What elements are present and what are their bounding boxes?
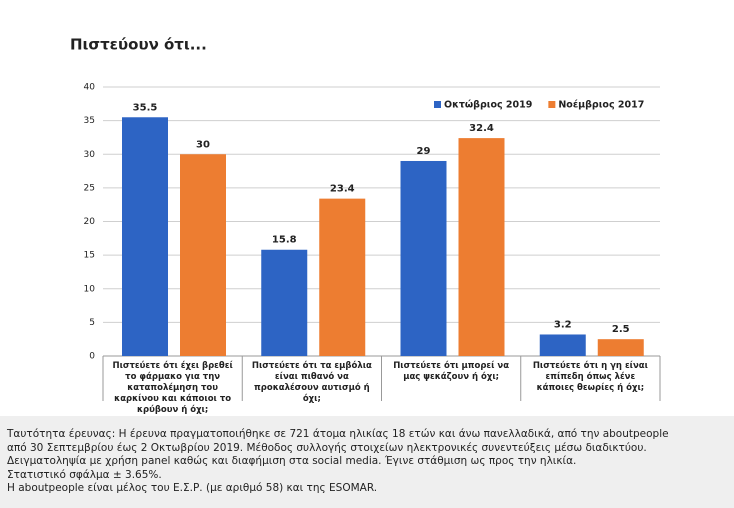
bar — [180, 154, 226, 356]
legend-swatch — [548, 101, 556, 108]
legend-label: Νοέμβριος 2017 — [558, 100, 644, 111]
value-label: 2.5 — [612, 324, 630, 335]
value-label: 29 — [417, 146, 431, 157]
footer-line: Ταυτότητα έρευνας: Η έρευνα πραγματοποιή… — [7, 428, 669, 440]
x-tick-label: Πιστεύετε ότι μπορεί να μας ψεκάζουν ή ό… — [393, 361, 510, 382]
y-tick-label: 0 — [89, 352, 95, 362]
chart: Πιστεύουν ότι... 0 5 10 15 20 25 30 35 40 35.5 30 1… — [70, 36, 661, 401]
footer: Ταυτότητα έρευνας: Η έρευνα πραγματοποιή… — [0, 416, 734, 508]
bar — [539, 334, 586, 356]
y-tick-label: 40 — [84, 83, 96, 93]
y-tick-label: 35 — [84, 116, 95, 126]
x-tick-label: Πιστεύετε ότι τα εμβόλια είναι πιθανό να… — [251, 361, 372, 404]
footer-line: Δειγματοληψία με χρήση panel καθώς και δ… — [7, 455, 577, 467]
bar — [261, 249, 308, 356]
bar — [597, 339, 644, 356]
y-tick-label: 30 — [84, 150, 96, 160]
x-tick-label: Πιστεύετε ότι έχει βρεθεί το φάρμακο για… — [112, 361, 233, 415]
bar — [319, 198, 366, 356]
bar — [400, 160, 447, 356]
legend-label: Οκτώβριος 2019 — [444, 100, 532, 111]
y-tick-label: 25 — [84, 183, 95, 193]
value-label: 30 — [196, 139, 210, 150]
footer-line: από 30 Σεπτεμβρίου έως 2 Οκτωβρίου 2019.… — [7, 441, 647, 454]
bar — [458, 138, 505, 356]
value-label: 3.2 — [554, 319, 572, 330]
footer-line: Στατιστικό σφάλμα ± 3.65%. — [7, 468, 162, 481]
y-tick-label: 5 — [89, 318, 95, 328]
y-tick-label: 15 — [84, 251, 95, 261]
value-label: 35.5 — [133, 102, 158, 113]
legend-swatch — [434, 101, 441, 108]
bar — [122, 117, 168, 356]
footer-line: Η aboutpeople είναι μέλος του Ε.Σ.Ρ. (με… — [7, 482, 378, 494]
value-label: 15.8 — [272, 235, 297, 246]
x-tick-label: Πιστεύετε ότι η γη είναι επίπεδη όπως λέ… — [532, 361, 648, 393]
value-label: 23.4 — [330, 184, 355, 195]
y-tick-label: 10 — [84, 284, 96, 294]
chart-title: Πιστεύουν ότι... — [70, 36, 207, 54]
y-tick-label: 20 — [84, 217, 96, 227]
value-label: 32.4 — [469, 123, 494, 134]
